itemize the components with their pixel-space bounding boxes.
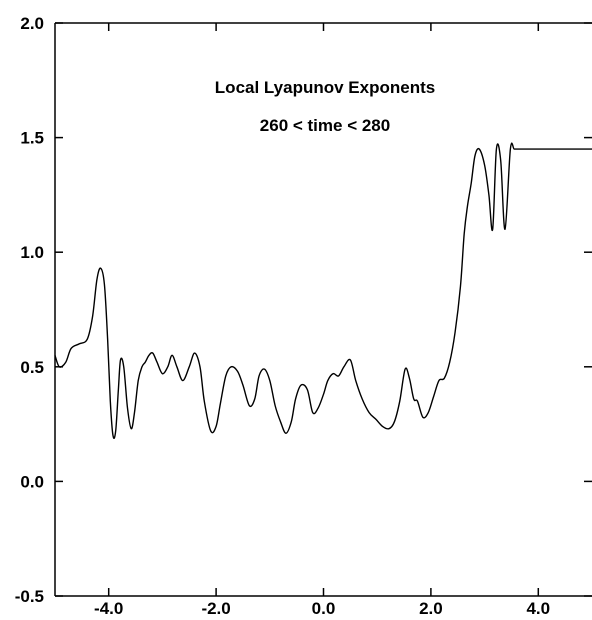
y-tick-label: -0.5 bbox=[15, 587, 44, 606]
x-tick-label: -2.0 bbox=[201, 599, 230, 618]
x-tick-label: -4.0 bbox=[94, 599, 123, 618]
x-tick-label: 0.0 bbox=[312, 599, 336, 618]
x-tick-label: 4.0 bbox=[526, 599, 550, 618]
y-tick-label: 1.0 bbox=[20, 243, 44, 262]
title-layer: Local Lyapunov Exponents 260 < time < 28… bbox=[215, 78, 435, 135]
y-tick-label: 1.5 bbox=[20, 129, 44, 148]
tick-labels-layer: -0.5 0.0 0.5 1.0 1.5 2.0 -4.0 -2.0 0.0 2.0 4.0 bbox=[15, 14, 550, 618]
y-tick-label: 2.0 bbox=[20, 14, 44, 33]
chart-subtitle: 260 < time < 280 bbox=[260, 116, 390, 135]
y-tick-label: 0.0 bbox=[20, 472, 44, 491]
chart-title: Local Lyapunov Exponents bbox=[215, 78, 435, 97]
ticks-layer bbox=[55, 22, 592, 597]
series-layer bbox=[54, 142, 592, 440]
y-tick-label: 0.5 bbox=[20, 358, 44, 377]
x-tick-label: 2.0 bbox=[419, 599, 443, 618]
series-line bbox=[54, 142, 592, 440]
axes-layer bbox=[54, 22, 592, 597]
